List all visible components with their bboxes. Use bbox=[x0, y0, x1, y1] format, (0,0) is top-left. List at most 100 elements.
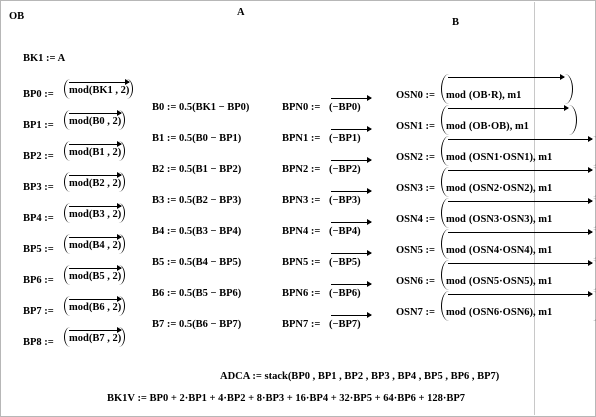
vectorize-arrow bbox=[69, 79, 131, 85]
bpn-expression[interactable]: (−BP4) bbox=[329, 226, 361, 237]
bp-expression-text: mod(B0 , 2) bbox=[69, 116, 122, 127]
bpn-expression[interactable]: (−BP3) bbox=[329, 195, 361, 206]
vectorize-arrow bbox=[69, 296, 123, 302]
bp-expression[interactable]: mod(B2 , 2) bbox=[64, 172, 126, 192]
osn-lhs: OSN3 := bbox=[396, 183, 435, 194]
b-definition[interactable]: B4 := 0.5(B3 − BP4) bbox=[152, 226, 242, 237]
osn-modulus-arg: , m1 bbox=[533, 307, 553, 318]
osn-modulus-arg: , m1 bbox=[533, 183, 553, 194]
bpn-expression[interactable]: (−BP2) bbox=[329, 164, 361, 175]
bpn-expression[interactable]: (−BP1) bbox=[329, 133, 361, 144]
bpn-expression[interactable]: (−BP0) bbox=[329, 102, 361, 113]
osn-inner-product: (OB·R) bbox=[468, 90, 503, 101]
vectorize-arrow bbox=[331, 312, 372, 318]
osn-lhs: OSN0 := bbox=[396, 90, 435, 101]
bp-lhs: BP2 := bbox=[23, 151, 54, 162]
bp-expression-text: mod(B4 , 2) bbox=[69, 240, 122, 251]
osn-mod-label: mod bbox=[446, 307, 466, 318]
b-definition[interactable]: B1 := 0.5(B0 − BP1) bbox=[152, 133, 242, 144]
bk1v-definition[interactable]: BK1V := BP0 + 2·BP1 + 4·BP2 + 8·BP3 + 16… bbox=[107, 393, 466, 404]
vectorize-arrow bbox=[448, 105, 569, 111]
osn-inner-product: (OSN3·OSN3) bbox=[468, 214, 534, 225]
bpn-lhs: BPN2 := bbox=[282, 164, 321, 175]
vectorize-arrow bbox=[448, 74, 565, 80]
osn-lhs: OSN2 := bbox=[396, 152, 435, 163]
osn-lhs: OSN1 := bbox=[396, 121, 435, 132]
osn-expression[interactable]: mod (OSN2·OSN2), m1 bbox=[441, 167, 596, 197]
osn-expression[interactable]: mod (OB·R), m1 bbox=[441, 74, 573, 104]
header-a: A bbox=[237, 7, 245, 18]
bpn-lhs: BPN3 := bbox=[282, 195, 321, 206]
vectorize-arrow bbox=[448, 167, 593, 173]
vectorize-arrow bbox=[331, 250, 372, 256]
osn-modulus-arg: , m1 bbox=[533, 276, 553, 287]
bp-lhs: BP7 := bbox=[23, 306, 54, 317]
bp-lhs: BP1 := bbox=[23, 120, 54, 131]
osn-mod-label: mod bbox=[446, 90, 466, 101]
bp-lhs: BP8 := bbox=[23, 337, 54, 348]
bpn-lhs: BPN5 := bbox=[282, 257, 321, 268]
vectorize-arrow bbox=[69, 203, 123, 209]
bp-expression[interactable]: mod(B6 , 2) bbox=[64, 296, 126, 316]
osn-expression[interactable]: mod (OSN4·OSN4), m1 bbox=[441, 229, 596, 259]
osn-lhs: OSN5 := bbox=[396, 245, 435, 256]
bpn-expression[interactable]: (−BP7) bbox=[329, 319, 361, 330]
b-definition[interactable]: B0 := 0.5(BK1 − BP0) bbox=[152, 102, 250, 113]
osn-inner-product: (OSN2·OSN2) bbox=[468, 183, 534, 194]
osn-modulus-arg: , m1 bbox=[502, 90, 522, 101]
page-margin-line bbox=[534, 2, 535, 415]
bpn-expression[interactable]: (−BP5) bbox=[329, 257, 361, 268]
b-definition[interactable]: B2 := 0.5(B1 − BP2) bbox=[152, 164, 242, 175]
osn-modulus-arg: , m1 bbox=[509, 121, 529, 132]
osn-expression[interactable]: mod (OSN1·OSN1), m1 bbox=[441, 136, 596, 166]
bpn-expression[interactable]: (−BP6) bbox=[329, 288, 361, 299]
b-definition[interactable]: B6 := 0.5(B5 − BP6) bbox=[152, 288, 242, 299]
osn-modulus-arg: , m1 bbox=[533, 245, 553, 256]
vectorize-arrow bbox=[69, 172, 123, 178]
bp-expression[interactable]: mod(B7 , 2) bbox=[64, 327, 126, 347]
b-definition[interactable]: B7 := 0.5(B6 − BP7) bbox=[152, 319, 242, 330]
osn-mod-label: mod bbox=[446, 214, 466, 225]
bp-expression-text: mod(B3 , 2) bbox=[69, 209, 122, 220]
bpn-lhs: BPN1 := bbox=[282, 133, 321, 144]
bp-expression[interactable]: mod(B3 , 2) bbox=[64, 203, 126, 223]
vectorize-arrow bbox=[448, 229, 593, 235]
osn-mod-label: mod bbox=[446, 276, 466, 287]
osn-expression[interactable]: mod (OSN6·OSN6), m1 bbox=[441, 291, 596, 321]
header-ob: OB bbox=[9, 11, 25, 22]
vectorize-arrow bbox=[69, 141, 123, 147]
bp-expression[interactable]: mod(BK1 , 2) bbox=[64, 79, 134, 99]
bk1-definition[interactable]: BK1 := A bbox=[23, 53, 66, 64]
bpn-lhs: BPN0 := bbox=[282, 102, 321, 113]
osn-inner-product: (OB·OB) bbox=[468, 121, 510, 132]
vectorize-arrow bbox=[69, 110, 123, 116]
osn-lhs: OSN7 := bbox=[396, 307, 435, 318]
vectorize-arrow bbox=[448, 136, 593, 142]
vectorize-arrow bbox=[331, 157, 372, 163]
bp-lhs: BP6 := bbox=[23, 275, 54, 286]
osn-mod-label: mod bbox=[446, 183, 466, 194]
b-definition[interactable]: B5 := 0.5(B4 − BP5) bbox=[152, 257, 242, 268]
vectorize-arrow bbox=[448, 198, 593, 204]
osn-expression[interactable]: mod (OSN5·OSN5), m1 bbox=[441, 260, 596, 290]
vectorize-arrow bbox=[331, 188, 372, 194]
adca-definition[interactable]: ADCA := stack(BP0 , BP1 , BP2 , BP3 , BP… bbox=[220, 371, 500, 382]
osn-expression[interactable]: mod (OSN3·OSN3), m1 bbox=[441, 198, 596, 228]
osn-lhs: OSN6 := bbox=[396, 276, 435, 287]
bp-expression-text: mod(B7 , 2) bbox=[69, 333, 122, 344]
bp-expression[interactable]: mod(B5 , 2) bbox=[64, 265, 126, 285]
osn-mod-label: mod bbox=[446, 245, 466, 256]
bp-expression[interactable]: mod(B1 , 2) bbox=[64, 141, 126, 161]
osn-lhs: OSN4 := bbox=[396, 214, 435, 225]
bpn-lhs: BPN6 := bbox=[282, 288, 321, 299]
b-definition[interactable]: B3 := 0.5(B2 − BP3) bbox=[152, 195, 242, 206]
bp-expression[interactable]: mod(B0 , 2) bbox=[64, 110, 126, 130]
osn-expression[interactable]: mod (OB·OB), m1 bbox=[441, 105, 577, 135]
bp-expression-text: mod(B6 , 2) bbox=[69, 302, 122, 313]
vectorize-arrow bbox=[331, 281, 372, 287]
vectorize-arrow bbox=[69, 327, 123, 333]
bp-expression[interactable]: mod(B4 , 2) bbox=[64, 234, 126, 254]
bp-expression-text: mod(B5 , 2) bbox=[69, 271, 122, 282]
bp-expression-text: mod(B2 , 2) bbox=[69, 178, 122, 189]
